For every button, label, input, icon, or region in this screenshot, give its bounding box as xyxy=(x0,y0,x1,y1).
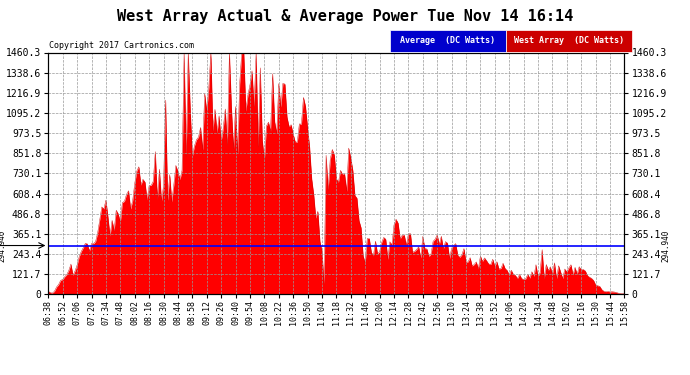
Text: Average  (DC Watts): Average (DC Watts) xyxy=(400,36,495,45)
Text: Copyright 2017 Cartronics.com: Copyright 2017 Cartronics.com xyxy=(49,41,194,50)
Text: 294.940: 294.940 xyxy=(662,230,671,262)
Text: West Array Actual & Average Power Tue Nov 14 16:14: West Array Actual & Average Power Tue No… xyxy=(117,9,573,24)
Text: 294.940: 294.940 xyxy=(0,230,7,262)
Text: West Array  (DC Watts): West Array (DC Watts) xyxy=(514,36,624,45)
